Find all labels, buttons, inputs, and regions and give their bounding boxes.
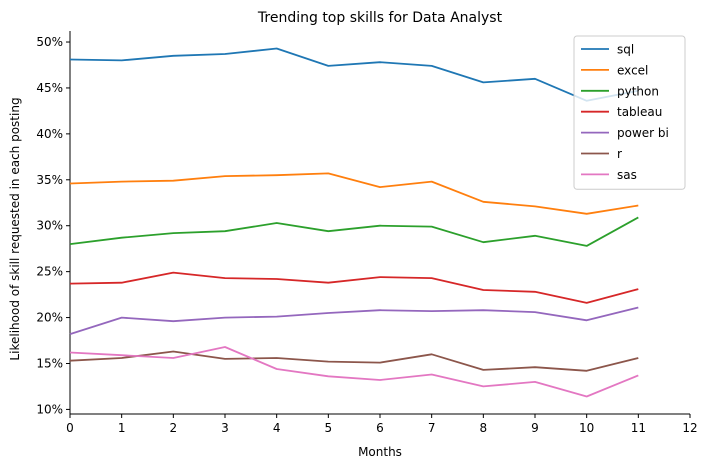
y-tick-label: 10% — [36, 402, 63, 416]
y-tick-label: 30% — [36, 219, 63, 233]
legend-label: tableau — [617, 105, 662, 119]
y-tick-label: 40% — [36, 127, 63, 141]
x-tick-label: 10 — [579, 421, 594, 435]
x-tick-label: 9 — [531, 421, 539, 435]
y-tick-label: 35% — [36, 173, 63, 187]
x-axis-label: Months — [358, 445, 402, 459]
y-tick-label: 25% — [36, 265, 63, 279]
x-tick-label: 12 — [682, 421, 697, 435]
legend: sql excel python tableau power bi r sas — [573, 35, 686, 190]
x-tick-label: 11 — [631, 421, 646, 435]
legend-label: power bi — [617, 126, 669, 140]
legend-label: excel — [617, 63, 648, 77]
legend-label: sql — [617, 43, 634, 57]
y-tick-label: 15% — [36, 356, 63, 370]
series-line-sql — [69, 47, 639, 102]
series-line-tableau — [69, 271, 639, 304]
series-line-excel — [69, 172, 639, 215]
x-tick-label: 6 — [376, 421, 384, 435]
x-tick-label: 5 — [325, 421, 333, 435]
series-line-python — [69, 216, 639, 247]
x-tick-label: 3 — [221, 421, 229, 435]
y-tick-label: 50% — [36, 35, 63, 49]
legend-label: python — [617, 84, 659, 98]
x-tick-label: 8 — [480, 421, 488, 435]
series-line-sas — [69, 346, 639, 398]
chart-title: Trending top skills for Data Analyst — [257, 10, 503, 26]
x-tick-label: 1 — [118, 421, 126, 435]
legend-label: r — [617, 147, 622, 161]
series-line-power-bi — [69, 306, 639, 335]
x-tick-label: 4 — [273, 421, 281, 435]
x-tick-label: 0 — [66, 421, 74, 435]
x-tick-label: 2 — [170, 421, 178, 435]
y-axis-label: Likelihood of skill requested in each po… — [8, 97, 22, 360]
x-tick-label: 7 — [428, 421, 436, 435]
y-tick-label: 20% — [36, 311, 63, 325]
plot-area: 0 1 2 3 4 5 6 7 8 9 10 11 1210%15%20%25%30%35%40%45%… — [36, 31, 698, 435]
y-tick-label: 45% — [36, 81, 63, 95]
series-line-r — [69, 350, 639, 372]
legend-label: sas — [617, 168, 637, 182]
legend-box — [573, 35, 686, 190]
